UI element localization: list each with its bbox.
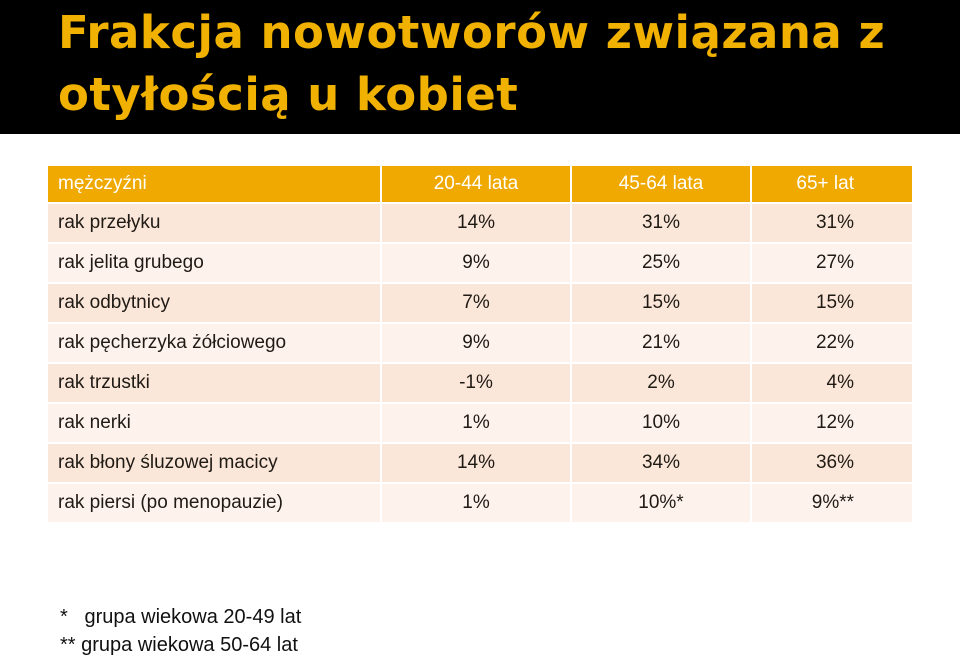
table-row: rak przełyku 14% 31% 31% (48, 204, 912, 244)
table-cell: 7% (382, 284, 572, 324)
row-label: rak pęcherzyka żółciowego (48, 324, 382, 364)
table-cell: 9% (382, 324, 572, 364)
table-cell: 1% (382, 404, 572, 444)
page-title-line-2: otyłością u kobiet (58, 68, 519, 121)
column-header: 65+ lat (752, 166, 912, 204)
table-header-row: mężczyźni 20-44 lata 45-64 lata 65+ lat (48, 166, 912, 204)
table-cell: -1% (382, 364, 572, 404)
table-cell: 9% (382, 244, 572, 284)
row-label: rak jelita grubego (48, 244, 382, 284)
row-label: rak odbytnicy (48, 284, 382, 324)
table-cell: 36% (752, 444, 912, 484)
title-bar: Frakcja nowotworów związana z otyłością … (0, 0, 960, 134)
page-title-line-1: Frakcja nowotworów związana z (58, 6, 886, 59)
column-header: 45-64 lata (572, 166, 752, 204)
table-cell: 14% (382, 204, 572, 244)
table-cell: 31% (572, 204, 752, 244)
table-cell: 1% (382, 484, 572, 524)
data-table: mężczyźni 20-44 lata 45-64 lata 65+ lat … (48, 166, 912, 524)
table-cell: 12% (752, 404, 912, 444)
column-header: mężczyźni (48, 166, 382, 204)
table-row: rak piersi (po menopauzie) 1% 10%* 9%** (48, 484, 912, 524)
table-cell: 31% (752, 204, 912, 244)
row-label: rak błony śluzowej macicy (48, 444, 382, 484)
table-cell: 27% (752, 244, 912, 284)
table-cell: 2% (572, 364, 752, 404)
table-cell: 4% (752, 364, 912, 404)
footnote: * grupa wiekowa 20-49 lat (60, 606, 302, 628)
table-row: rak błony śluzowej macicy 14% 34% 36% (48, 444, 912, 484)
table-row: rak odbytnicy 7% 15% 15% (48, 284, 912, 324)
footnotes: * grupa wiekowa 20-49 lat ** grupa wieko… (60, 603, 301, 659)
table-cell: 10% (572, 404, 752, 444)
column-header: 20-44 lata (382, 166, 572, 204)
table-cell: 25% (572, 244, 752, 284)
table-row: rak jelita grubego 9% 25% 27% (48, 244, 912, 284)
page-title: Frakcja nowotworów związana z otyłością … (58, 2, 948, 126)
row-label: rak piersi (po menopauzie) (48, 484, 382, 524)
table-cell: 34% (572, 444, 752, 484)
table-cell: 9%** (752, 484, 912, 524)
table-cell: 15% (752, 284, 912, 324)
table-row: rak nerki 1% 10% 12% (48, 404, 912, 444)
table-cell: 21% (572, 324, 752, 364)
row-label: rak trzustki (48, 364, 382, 404)
table-row: rak trzustki -1% 2% 4% (48, 364, 912, 404)
table-cell: 10%* (572, 484, 752, 524)
table-cell: 22% (752, 324, 912, 364)
row-label: rak nerki (48, 404, 382, 444)
row-label: rak przełyku (48, 204, 382, 244)
table-cell: 14% (382, 444, 572, 484)
footnote: ** grupa wiekowa 50-64 lat (60, 634, 298, 656)
table-cell: 15% (572, 284, 752, 324)
table-row: rak pęcherzyka żółciowego 9% 21% 22% (48, 324, 912, 364)
